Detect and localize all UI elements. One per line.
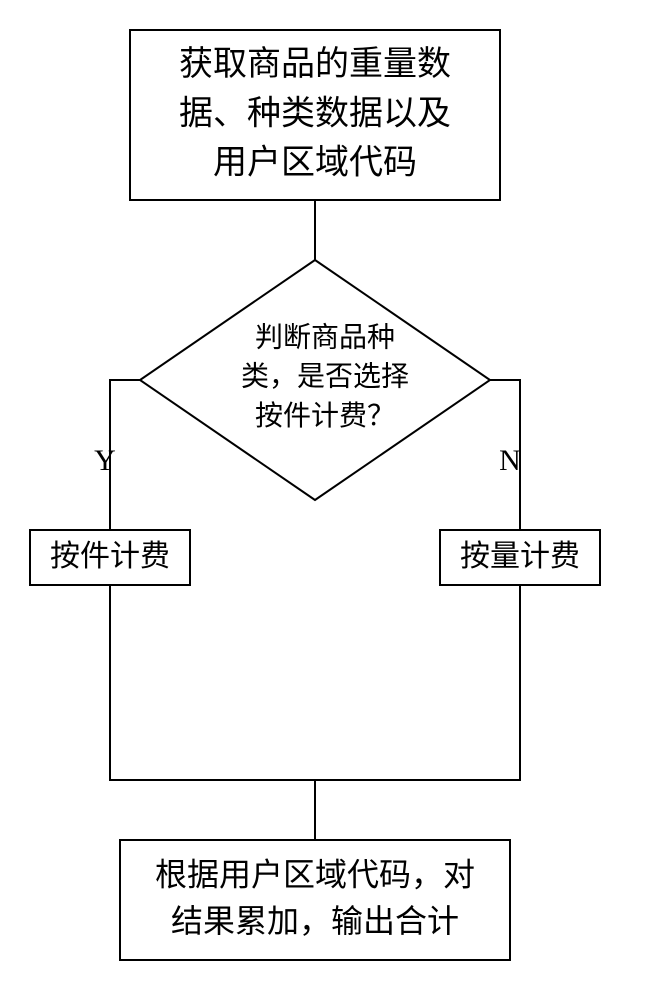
node-decision-line2: 按件计费？ (255, 400, 395, 432)
node-output-line1: 结果累加，输出合计 (171, 903, 459, 939)
edge-per_weight_down (315, 585, 520, 840)
node-output-line0: 根据用户区域代码，对 (155, 857, 475, 893)
node-per_piece-line0: 按件计费 (50, 540, 170, 573)
label-no_label: N (499, 444, 521, 477)
node-start-line2: 用户区域代码 (213, 144, 417, 182)
node-decision-line0: 判断商品种 (255, 321, 395, 353)
node-per_weight-line0: 按量计费 (460, 540, 580, 573)
node-decision-line1: 类，是否选择 (241, 361, 409, 393)
edge-per_piece_down (110, 585, 315, 840)
label-yes_label: Y (94, 444, 116, 477)
node-start-line0: 获取商品的重量数 (179, 45, 451, 83)
node-start-line1: 据、种类数据以及 (179, 94, 451, 132)
